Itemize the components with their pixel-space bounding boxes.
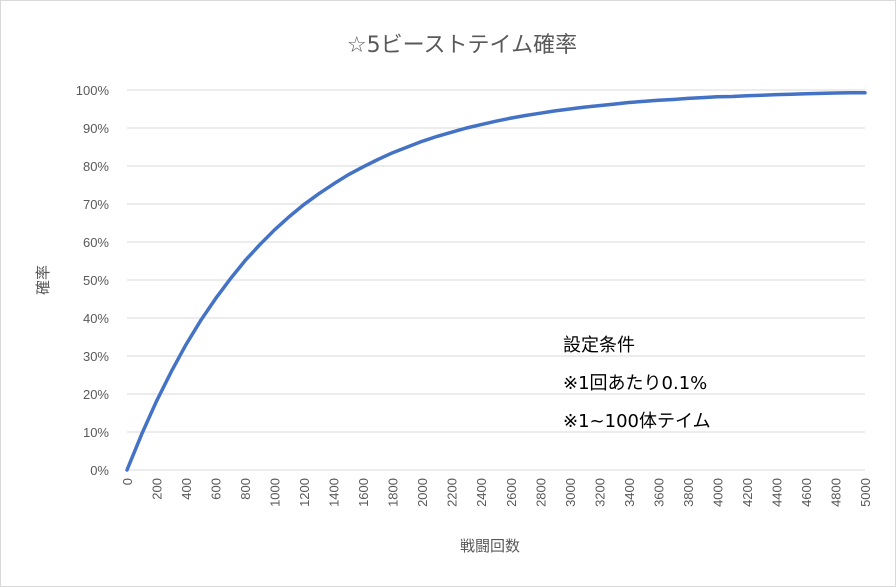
x-tick-label: 3400 [622, 478, 637, 507]
x-tick-label: 3200 [592, 478, 607, 507]
y-tick-label: 30% [83, 349, 109, 364]
y-tick-label: 50% [83, 273, 109, 288]
x-axis-label: 戦闘回数 [460, 537, 520, 555]
x-tick-label: 3600 [651, 478, 666, 507]
x-tick-label: 4800 [828, 478, 843, 507]
x-tick-label: 3800 [681, 478, 696, 507]
x-tick-label: 4600 [799, 478, 814, 507]
x-tick-label: 1800 [386, 478, 401, 507]
y-tick-label: 40% [83, 311, 109, 326]
x-tick-label: 1600 [356, 478, 371, 507]
y-tick-label: 0% [90, 463, 109, 478]
x-tick-label: 2000 [415, 478, 430, 507]
x-tick-label: 800 [238, 478, 253, 500]
x-tick-label: 2800 [533, 478, 548, 507]
x-tick-label: 3000 [563, 478, 578, 507]
x-tick-label: 4400 [769, 478, 784, 507]
x-tick-label: 2400 [474, 478, 489, 507]
y-tick-label: 90% [83, 121, 109, 136]
x-tick-label: 4000 [710, 478, 725, 507]
y-tick-label: 60% [83, 235, 109, 250]
y-tick-label: 100% [76, 83, 110, 98]
x-tick-label: 5000 [858, 478, 873, 507]
y-axis-label: 確率 [34, 265, 52, 295]
series-group [125, 90, 867, 472]
chart-title: ☆5ビーストテイム確率 [347, 33, 577, 58]
y-tick-label: 20% [83, 387, 109, 402]
x-tick-label: 600 [209, 478, 224, 500]
x-tick-label: 2600 [504, 478, 519, 507]
x-tick-label: 200 [150, 478, 165, 500]
x-tick-label: 1000 [268, 478, 283, 507]
annotation-tame-count: ※1~100体テイム [563, 411, 711, 432]
annotation-conditions-title: 設定条件 [563, 335, 635, 356]
x-tick-labels: 0 200 400 600 800 1000 1200 1400 1600 1800 2000 220… [120, 478, 873, 507]
gridlines [127, 89, 865, 471]
y-tick-label: 10% [83, 425, 109, 440]
x-tick-label: 1200 [297, 478, 312, 507]
x-tick-label: 4200 [740, 478, 755, 507]
y-tick-label: 80% [83, 159, 109, 174]
x-tick-label: 0 [120, 478, 135, 485]
annotation-rate: ※1回あたり0.1% [563, 373, 707, 394]
y-tick-labels: 0% 10% 20% 30% 40% 50% 60% 70% 80% 90% 100% [76, 83, 110, 478]
series-line [125, 90, 867, 472]
x-tick-label: 400 [179, 478, 194, 500]
x-tick-label: 1400 [327, 478, 342, 507]
x-tick-label: 2200 [445, 478, 460, 507]
y-tick-label: 70% [83, 197, 109, 212]
